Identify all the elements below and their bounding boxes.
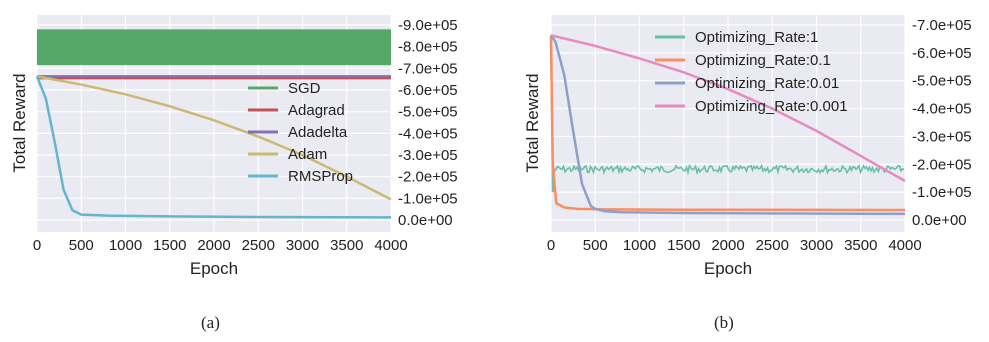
x-tick-label: 500 bbox=[583, 237, 608, 254]
x-ticks-a: 0 500 1000 1500 2000 2500 3000 3500 4000 bbox=[33, 237, 408, 254]
chart-b-svg: 0 500 1000 1500 2000 2500 3000 3500 4000 0.0e+00… bbox=[523, 15, 972, 278]
y-tick-label: -3.0e+05 bbox=[912, 128, 972, 145]
legend-label-optimizing-rate-0-1: Optimizing_Rate:0.1 bbox=[695, 52, 831, 69]
x-tick-label: 1500 bbox=[667, 237, 700, 254]
legend-a: SGD Adagrad Adadelta Adam RMSProp bbox=[248, 80, 353, 185]
y-ticks-b: 0.0e+00 -1.0e+05 -2.0e+05 -3.0e+05 -4.0e+05 -… bbox=[912, 17, 972, 229]
legend-label-adagrad: Adagrad bbox=[288, 102, 345, 119]
y-tick-label: -2.0e+05 bbox=[398, 169, 458, 186]
series-optimizing-rate-0-01 bbox=[549, 34, 906, 216]
grid-b bbox=[550, 15, 906, 232]
y-tick-label: -5.0e+05 bbox=[398, 104, 458, 121]
legend-b: Optimizing_Rate:1 Optimizing_Rate:0.1 Opti… bbox=[655, 29, 848, 115]
x-axis-label-a: Epoch bbox=[190, 259, 238, 278]
y-axis-label-a: Total Reward bbox=[10, 73, 29, 172]
legend-label-sgd: SGD bbox=[288, 80, 321, 97]
y-tick-label: -5.0e+05 bbox=[912, 73, 972, 90]
series-adam bbox=[36, 75, 392, 201]
x-tick-label: 2500 bbox=[242, 237, 275, 254]
y-tick-label: -3.0e+05 bbox=[398, 147, 458, 164]
chart-a-svg: 0 500 1000 1500 2000 2500 3000 3500 4000 0.0e+00… bbox=[10, 15, 458, 278]
series-sgd bbox=[37, 29, 391, 66]
series-rmsprop bbox=[35, 75, 392, 219]
x-tick-label: 2500 bbox=[756, 237, 789, 254]
series-optimizing-rate-0-001 bbox=[550, 34, 906, 183]
chart-panel-b: 0 500 1000 1500 2000 2500 3000 3500 4000 0.0e+00… bbox=[494, 0, 989, 342]
legend-label-optimizing-rate-1: Optimizing_Rate:1 bbox=[695, 29, 818, 46]
x-tick-label: 4000 bbox=[888, 237, 921, 254]
chart-panel-a: 0 500 1000 1500 2000 2500 3000 3500 4000 0.0e+00… bbox=[0, 0, 494, 342]
y-tick-label: -9.0e+05 bbox=[398, 17, 458, 34]
y-tick-label: -6.0e+05 bbox=[398, 82, 458, 99]
x-tick-label: 2000 bbox=[197, 237, 230, 254]
y-tick-label: -1.0e+05 bbox=[398, 190, 458, 207]
series-b bbox=[549, 34, 906, 216]
legend-label-optimizing-rate-0-01: Optimizing_Rate:0.01 bbox=[695, 75, 839, 92]
y-tick-label: -4.0e+05 bbox=[398, 125, 458, 142]
y-tick-label: -1.0e+05 bbox=[912, 184, 972, 201]
x-tick-label: 500 bbox=[69, 237, 94, 254]
x-tick-label: 1500 bbox=[153, 237, 186, 254]
legend-label-optimizing-rate-0-001: Optimizing_Rate:0.001 bbox=[695, 98, 848, 115]
y-tick-label: -4.0e+05 bbox=[912, 101, 972, 118]
y-tick-label: -8.0e+05 bbox=[398, 39, 458, 56]
x-tick-label: 4000 bbox=[374, 237, 407, 254]
x-axis-label-b: Epoch bbox=[704, 259, 752, 278]
legend-label-adam: Adam bbox=[288, 146, 327, 163]
series-a bbox=[35, 29, 392, 219]
x-tick-label: 3000 bbox=[286, 237, 319, 254]
y-axis-label-b: Total Reward bbox=[523, 73, 542, 172]
y-tick-label: -2.0e+05 bbox=[912, 156, 972, 173]
legend-label-rmsprop: RMSProp bbox=[288, 168, 353, 185]
x-tick-label: 2000 bbox=[711, 237, 744, 254]
y-tick-label: -7.0e+05 bbox=[398, 60, 458, 77]
x-tick-label: 1000 bbox=[109, 237, 142, 254]
caption-a: (a) bbox=[201, 313, 220, 332]
x-tick-label: 3000 bbox=[800, 237, 833, 254]
x-ticks-b: 0 500 1000 1500 2000 2500 3000 3500 4000 bbox=[547, 237, 922, 254]
x-tick-label: 0 bbox=[33, 237, 41, 254]
y-tick-label: -6.0e+05 bbox=[912, 45, 972, 62]
x-tick-label: 0 bbox=[547, 237, 555, 254]
y-tick-label: 0.0e+00 bbox=[398, 212, 453, 229]
series-optimizing-rate-0-1 bbox=[549, 35, 906, 212]
y-tick-label: -7.0e+05 bbox=[912, 17, 972, 34]
caption-b: (b) bbox=[714, 313, 734, 332]
y-tick-label: 0.0e+00 bbox=[912, 212, 967, 229]
x-tick-label: 1000 bbox=[623, 237, 656, 254]
x-tick-label: 3500 bbox=[330, 237, 363, 254]
x-tick-label: 3500 bbox=[844, 237, 877, 254]
y-ticks-a: 0.0e+00 -1.0e+05 -2.0e+05 -3.0e+05 -4.0e+05 -… bbox=[398, 17, 458, 229]
legend-label-adadelta: Adadelta bbox=[288, 124, 348, 141]
